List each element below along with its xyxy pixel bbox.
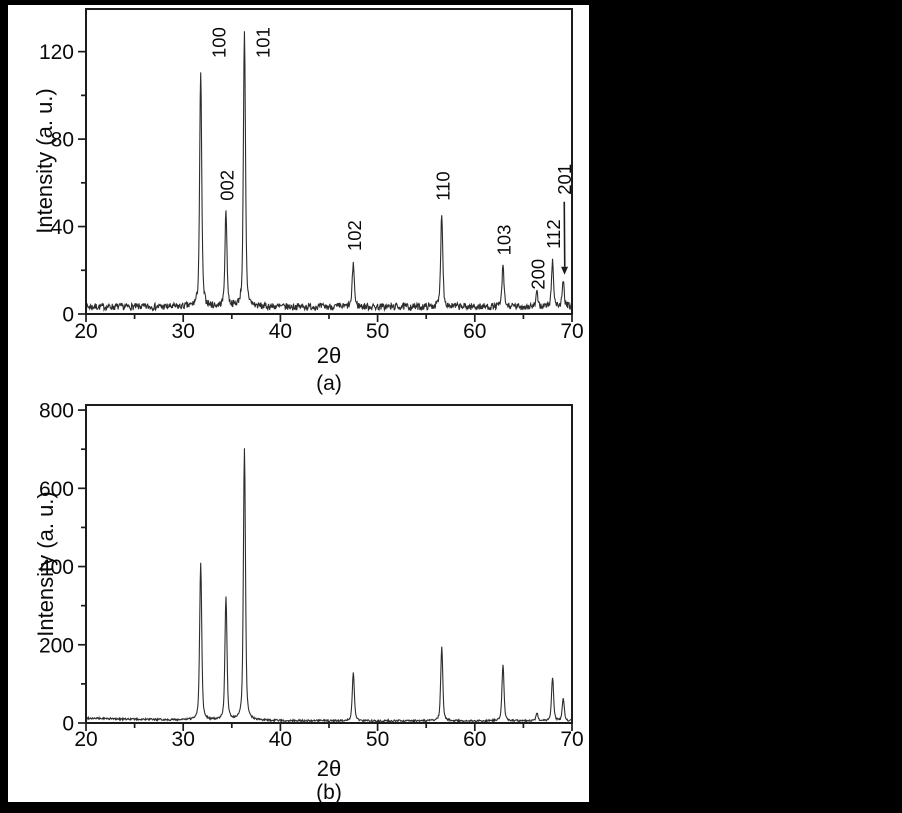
y-tick-label-b-800: 800 xyxy=(39,400,74,423)
xrd-curve-b xyxy=(86,448,572,723)
peak-201-arrow xyxy=(563,201,566,267)
y-tick-label-b-200: 200 xyxy=(39,634,74,657)
x-tick-label-a-70: 70 xyxy=(560,320,583,343)
x-tick-label-a-50: 50 xyxy=(366,320,389,343)
plot-frame-b xyxy=(85,404,573,724)
peak-label-200: 200 xyxy=(528,259,549,290)
y-tick-label-a-120: 120 xyxy=(39,41,74,64)
y-tick-label-a-40: 40 xyxy=(51,216,74,239)
figure-paper: 20 30 40 50 60 70 0 40 80 120 100 002 101 102 110 103 20… xyxy=(8,5,589,804)
axis-ticks-b xyxy=(78,409,573,731)
x-tick-label-b-70: 70 xyxy=(560,728,583,751)
y-axis-label-a: Intensity (a. u.) xyxy=(32,88,57,234)
panel-caption-a: (a) xyxy=(316,372,342,395)
peak-label-103: 103 xyxy=(493,225,514,256)
x-tick-label-a-20: 20 xyxy=(74,320,97,343)
plot-frame-a xyxy=(85,8,573,315)
x-tick-label-b-40: 40 xyxy=(269,728,292,751)
y-tick-label-a-80: 80 xyxy=(51,129,74,152)
x-tick-label-b-60: 60 xyxy=(463,728,486,751)
x-tick-label-b-30: 30 xyxy=(172,728,195,751)
y-tick-label-a-0: 0 xyxy=(62,304,74,327)
x-tick-label-a-40: 40 xyxy=(269,320,292,343)
x-tick-label-a-30: 30 xyxy=(172,320,195,343)
x-axis-label-a: 2θ xyxy=(316,343,342,368)
y-tick-label-b-0: 0 xyxy=(62,713,74,736)
peak-label-002: 002 xyxy=(216,170,237,201)
peak-label-110: 110 xyxy=(432,171,453,201)
peak-label-102: 102 xyxy=(344,220,365,251)
y-axis-label-b: Intensity (a. u.) xyxy=(33,491,58,637)
y-tick-label-b-400: 400 xyxy=(39,556,74,579)
axis-ticks-a xyxy=(78,50,573,322)
peak-label-101: 101 xyxy=(252,27,273,58)
peak-label-112: 112 xyxy=(543,219,564,249)
peak-201-arrowhead xyxy=(561,266,569,275)
y-tick-label-b-600: 600 xyxy=(39,478,74,501)
x-tick-label-b-20: 20 xyxy=(74,728,97,751)
xrd-curve-a xyxy=(86,31,572,312)
panel-caption-b: (b) xyxy=(316,781,342,804)
peak-label-100: 100 xyxy=(209,27,230,58)
xrd-figure-svg: 20 30 40 50 60 70 0 40 80 120 100 002 101 102 110 103 20… xyxy=(39,8,584,751)
x-tick-label-a-60: 60 xyxy=(463,320,486,343)
peak-label-201: 201 xyxy=(554,164,575,195)
x-tick-label-b-50: 50 xyxy=(366,728,389,751)
xrd-panel-a: 20 30 40 50 60 70 0 40 80 120 100 002 101 102 110 103 20… xyxy=(39,8,584,343)
x-axis-label-b: 2θ xyxy=(316,756,342,781)
xrd-panel-b: 20 30 40 50 60 70 0 200 400 600 800 xyxy=(39,400,584,751)
